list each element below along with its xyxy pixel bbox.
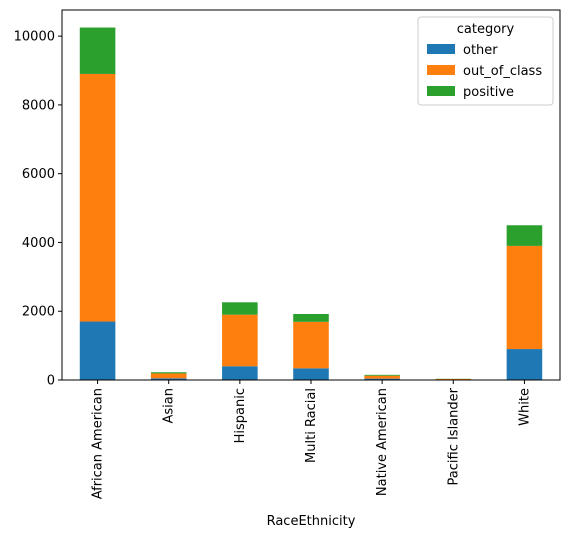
x-tick-label: African American	[91, 388, 106, 499]
bar-positive-native-american	[364, 374, 400, 376]
legend-label-positive: positive	[463, 85, 514, 100]
bar-out-of-class-asian	[150, 373, 187, 379]
bar-out-of-class-multi-racial	[293, 321, 329, 369]
y-tick-label: 8000	[22, 98, 55, 113]
bar-other-multi-racial	[293, 368, 329, 380]
legend-label-other: other	[463, 43, 498, 58]
legend-swatch-other	[427, 44, 455, 54]
y-tick-label: 6000	[22, 167, 55, 182]
bar-out-of-class-pacific-islander	[435, 378, 472, 380]
y-tick-label: 4000	[22, 236, 55, 251]
bar-out-of-class-white	[506, 245, 543, 350]
bar-out-of-class-native-american	[364, 375, 400, 379]
x-tick-label: Hispanic	[233, 388, 248, 443]
bar-out-of-class-african-american	[79, 73, 116, 322]
legend-box	[417, 16, 554, 106]
bar-positive-multi-racial	[293, 313, 329, 322]
x-tick-label: Pacific Islander	[446, 387, 461, 485]
x-tick-label: White	[517, 388, 532, 426]
bar-positive-asian	[150, 372, 187, 374]
bar-other-white	[506, 349, 543, 380]
bar-other-native-american	[364, 378, 400, 380]
legend-swatch-out-of-class	[427, 65, 455, 75]
y-tick-label: 0	[47, 374, 55, 389]
x-tick-label: Multi Racial	[304, 388, 319, 463]
bar-positive-white	[506, 225, 543, 246]
bar-other-african-american	[79, 321, 116, 380]
bar-out-of-class-hispanic	[222, 314, 258, 367]
legend-title: category	[457, 22, 515, 37]
bars-group	[79, 27, 543, 380]
y-tick-label: 10000	[14, 30, 55, 45]
x-tick-label: Asian	[162, 388, 177, 423]
x-tick-label: Native American	[375, 388, 390, 496]
legend-label-out-of-class: out_of_class	[463, 64, 542, 79]
x-axis: African American Asian Hispanic Multi Racia…	[91, 380, 532, 499]
x-axis-title: RaceEthnicity	[267, 514, 356, 529]
legend-swatch-positive	[427, 86, 455, 96]
legend: category other out_of_class positive	[417, 16, 554, 106]
bar-positive-hispanic	[222, 302, 258, 315]
bar-positive-african-american	[79, 27, 116, 74]
y-tick-label: 2000	[22, 305, 55, 320]
bar-other-hispanic	[222, 366, 258, 380]
bar-other-asian	[150, 378, 187, 380]
y-axis: 0 2000 4000 6000 8000 10000	[14, 30, 62, 389]
